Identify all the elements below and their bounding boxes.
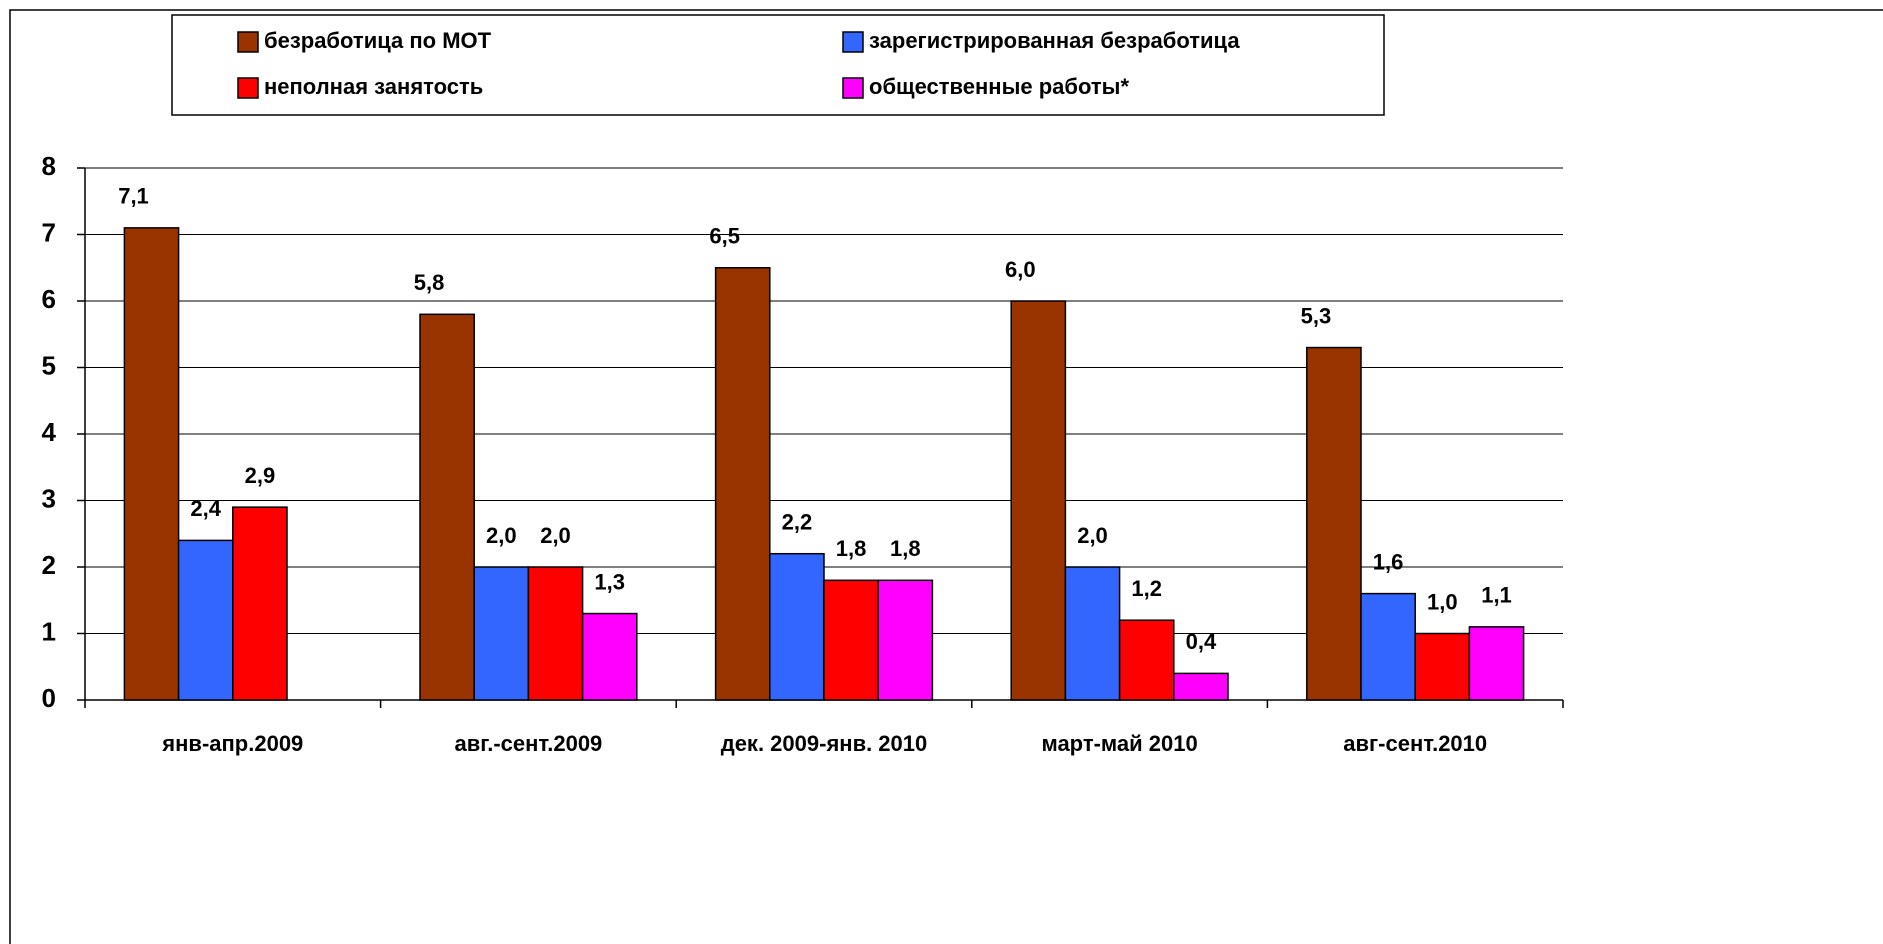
x-tick-label: март-май 2010 [1041,731,1197,756]
bar [1064,566,1121,701]
value-label: 1,8 [890,536,921,561]
legend-swatch [237,31,259,53]
bar [1414,632,1471,701]
y-tick-label: 6 [42,284,56,314]
bar [177,539,234,701]
legend-label: зарегистрированная безработица [869,28,1240,53]
value-label: 5,3 [1301,303,1332,328]
value-label: 0,4 [1186,629,1217,654]
bar [232,506,288,701]
value-label: 6,0 [1005,257,1036,282]
bar [419,313,475,701]
y-tick-label: 5 [42,350,56,380]
bar [1468,626,1525,701]
value-label: 2,9 [245,463,276,488]
y-tick-label: 4 [42,417,57,447]
value-label: 1,0 [1427,589,1458,614]
legend-label: общественные работы* [869,74,1129,99]
legend-swatch [842,31,864,53]
value-label: 1,8 [836,536,867,561]
bar [1360,592,1416,701]
value-label: 6,5 [709,224,740,249]
value-label: 2,2 [782,510,813,535]
x-tick-label: авг.-сент.2009 [454,731,602,756]
value-label: 5,8 [414,270,445,295]
y-tick-label: 2 [42,550,56,580]
y-tick-label: 3 [42,483,56,513]
bar [1306,346,1362,701]
legend-label: безработица по МОТ [264,28,492,53]
x-tick-label: авг-сент.2010 [1343,731,1487,756]
y-tick-label: 8 [42,151,56,181]
value-label: 1,1 [1481,583,1512,608]
bar [581,612,638,701]
bar [1118,619,1175,701]
value-label: 2,0 [486,523,517,548]
y-tick-label: 1 [42,616,56,646]
value-label: 2,4 [190,496,221,521]
y-tick-label: 0 [42,683,56,713]
y-tick-label: 7 [42,217,56,247]
legend-box [171,14,1385,116]
value-label: 1,6 [1373,549,1404,574]
value-label: 2,0 [540,523,571,548]
legend-swatch [842,77,864,99]
x-tick-label: дек. 2009-янв. 2010 [721,731,928,756]
bar [1010,300,1067,701]
value-label: 1,2 [1131,576,1162,601]
value-label: 7,1 [118,184,149,209]
bar [123,227,180,701]
bar [769,552,825,701]
value-label: 1,3 [594,569,625,594]
chart-frame [9,9,1883,944]
bar [1173,672,1229,701]
bar [527,566,584,701]
x-tick-label: янв-апр.2009 [161,731,303,756]
bar [473,566,530,701]
bar [714,267,771,701]
value-label: 2,0 [1077,523,1108,548]
bar [877,579,934,701]
bar [823,579,879,701]
legend-label: неполная занятость [264,74,483,99]
legend-swatch [237,77,259,99]
